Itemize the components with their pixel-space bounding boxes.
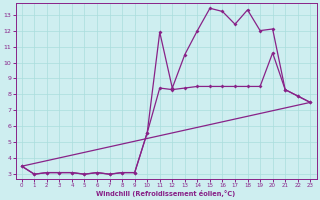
X-axis label: Windchill (Refroidissement éolien,°C): Windchill (Refroidissement éolien,°C) [96, 190, 236, 197]
